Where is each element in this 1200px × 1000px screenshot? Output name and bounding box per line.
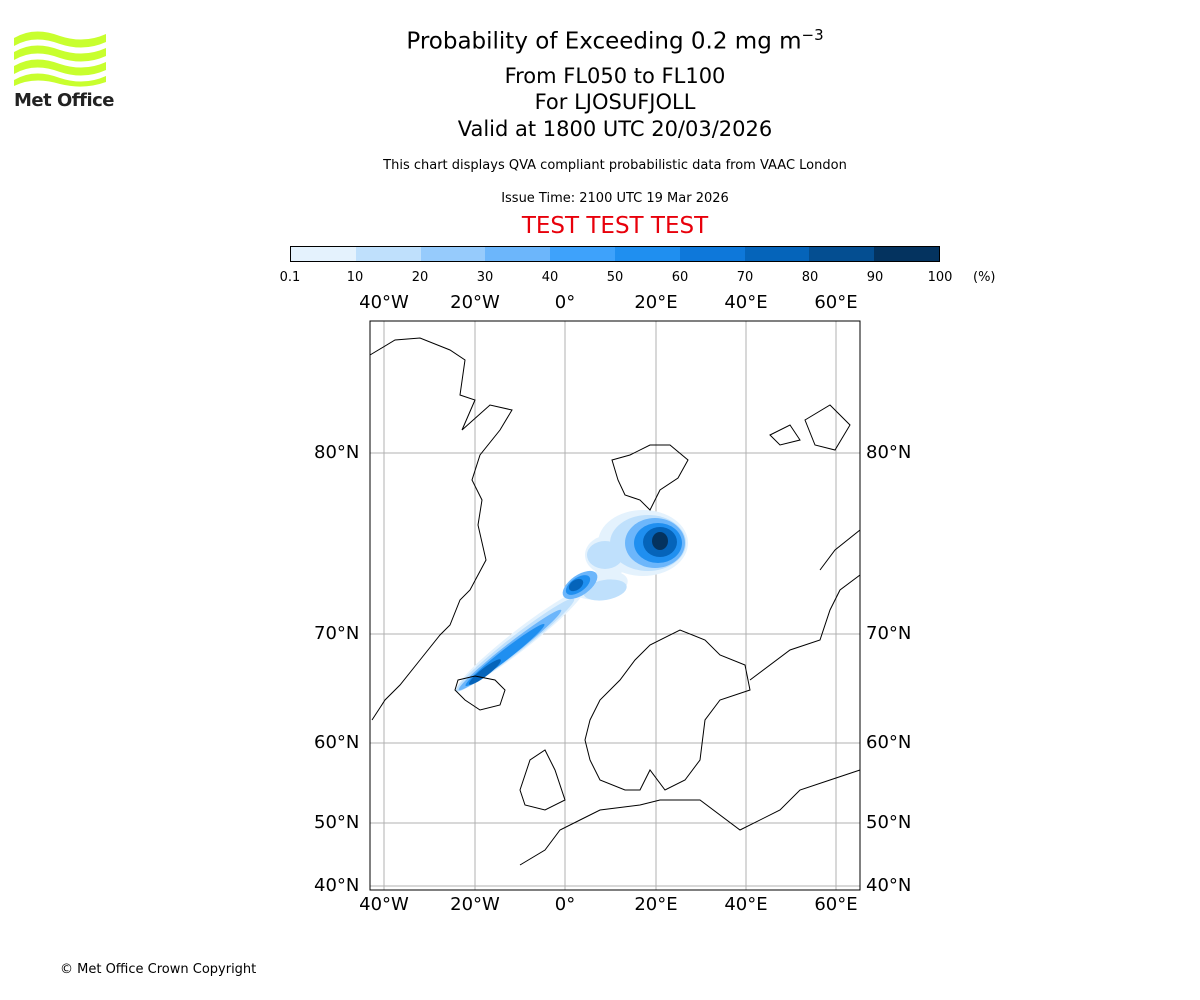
svalbard-coast xyxy=(611,444,689,511)
latitude-label: 50°N xyxy=(314,812,360,833)
longitude-label: 20°W xyxy=(450,894,500,915)
longitude-label: 0° xyxy=(554,894,576,915)
colorbar-segment xyxy=(420,247,486,261)
latitude-label: 80°N xyxy=(866,442,912,463)
chart-title: Probability of Exceeding 0.2 mg m−3 xyxy=(406,26,824,55)
colorbar-segment xyxy=(744,247,810,261)
plume-contour xyxy=(568,578,584,592)
plume-contour xyxy=(469,659,501,685)
test-banner: TEST TEST TEST xyxy=(521,213,709,239)
longitude-label: 20°W xyxy=(450,292,500,313)
colorbar-tick-label: 90 xyxy=(866,270,884,285)
logo-text: Met Office xyxy=(14,90,115,111)
colorbar-segment xyxy=(485,247,551,261)
latitude-label: 60°N xyxy=(314,732,360,753)
logo-waves-icon xyxy=(14,31,106,87)
issue-time: Issue Time: 2100 UTC 19 Mar 2026 xyxy=(501,191,729,206)
colorbar-tick-label: 30 xyxy=(476,270,494,285)
colorbar-tick-label: 70 xyxy=(736,270,754,285)
franz-josef-coast xyxy=(769,404,851,451)
scandinavia-coast xyxy=(584,629,751,791)
colorbar-tick-label: 80 xyxy=(801,270,819,285)
graticule xyxy=(370,321,860,890)
latitude-label: 70°N xyxy=(314,623,360,644)
colorbar xyxy=(290,246,940,262)
map-frame xyxy=(369,320,861,891)
colorbar-segment xyxy=(614,247,680,261)
colorbar-segment xyxy=(291,247,356,261)
colorbar-segment xyxy=(679,247,745,261)
iceland-coast xyxy=(454,675,506,711)
colorbar-tick-label: 20 xyxy=(411,270,429,285)
copyright: © Met Office Crown Copyright xyxy=(60,962,257,977)
longitude-label: 60°E xyxy=(814,894,858,915)
colorbar-unit: (%) xyxy=(973,270,996,285)
plume-contour xyxy=(587,541,623,569)
valid-time: Valid at 1800 UTC 20/03/2026 xyxy=(457,117,773,141)
colorbar-tick-label: 60 xyxy=(671,270,689,285)
volcano-name: For LJOSUFJOLL xyxy=(534,90,696,114)
longitude-label: 0° xyxy=(554,292,576,313)
colorbar-segment xyxy=(874,247,939,261)
latitude-label: 40°N xyxy=(866,875,912,896)
colorbar-tick-label: 50 xyxy=(606,270,624,285)
longitude-label: 40°E xyxy=(724,292,768,313)
longitude-label: 40°E xyxy=(724,894,768,915)
colorbar-segment xyxy=(355,247,421,261)
latitude-label: 60°N xyxy=(866,732,912,753)
ash-probability-plume xyxy=(455,510,688,692)
uk-coast xyxy=(519,749,566,811)
europe-coast xyxy=(519,769,861,866)
colorbar-segment xyxy=(550,247,615,261)
russia-coast xyxy=(749,529,861,681)
longitude-label: 40°W xyxy=(359,894,409,915)
greenland-coast xyxy=(369,337,513,721)
longitude-label: 20°E xyxy=(634,894,678,915)
plume-contour xyxy=(652,532,668,550)
colorbar-tick-label: 10 xyxy=(346,270,364,285)
longitude-label: 20°E xyxy=(634,292,678,313)
latitude-label: 70°N xyxy=(866,623,912,644)
colorbar-segment xyxy=(809,247,875,261)
latitude-label: 40°N xyxy=(314,875,360,896)
colorbar-tick-label: 100 xyxy=(927,270,953,285)
longitude-label: 40°W xyxy=(359,292,409,313)
description: This chart displays QVA compliant probab… xyxy=(383,158,847,173)
colorbar-tick-label: 40 xyxy=(541,270,559,285)
coastlines xyxy=(369,337,861,866)
latitude-label: 50°N xyxy=(866,812,912,833)
latitude-label: 80°N xyxy=(314,442,360,463)
colorbar-tick-label: 0.1 xyxy=(279,270,301,285)
longitude-label: 60°E xyxy=(814,292,858,313)
flight-levels: From FL050 to FL100 xyxy=(504,64,726,88)
